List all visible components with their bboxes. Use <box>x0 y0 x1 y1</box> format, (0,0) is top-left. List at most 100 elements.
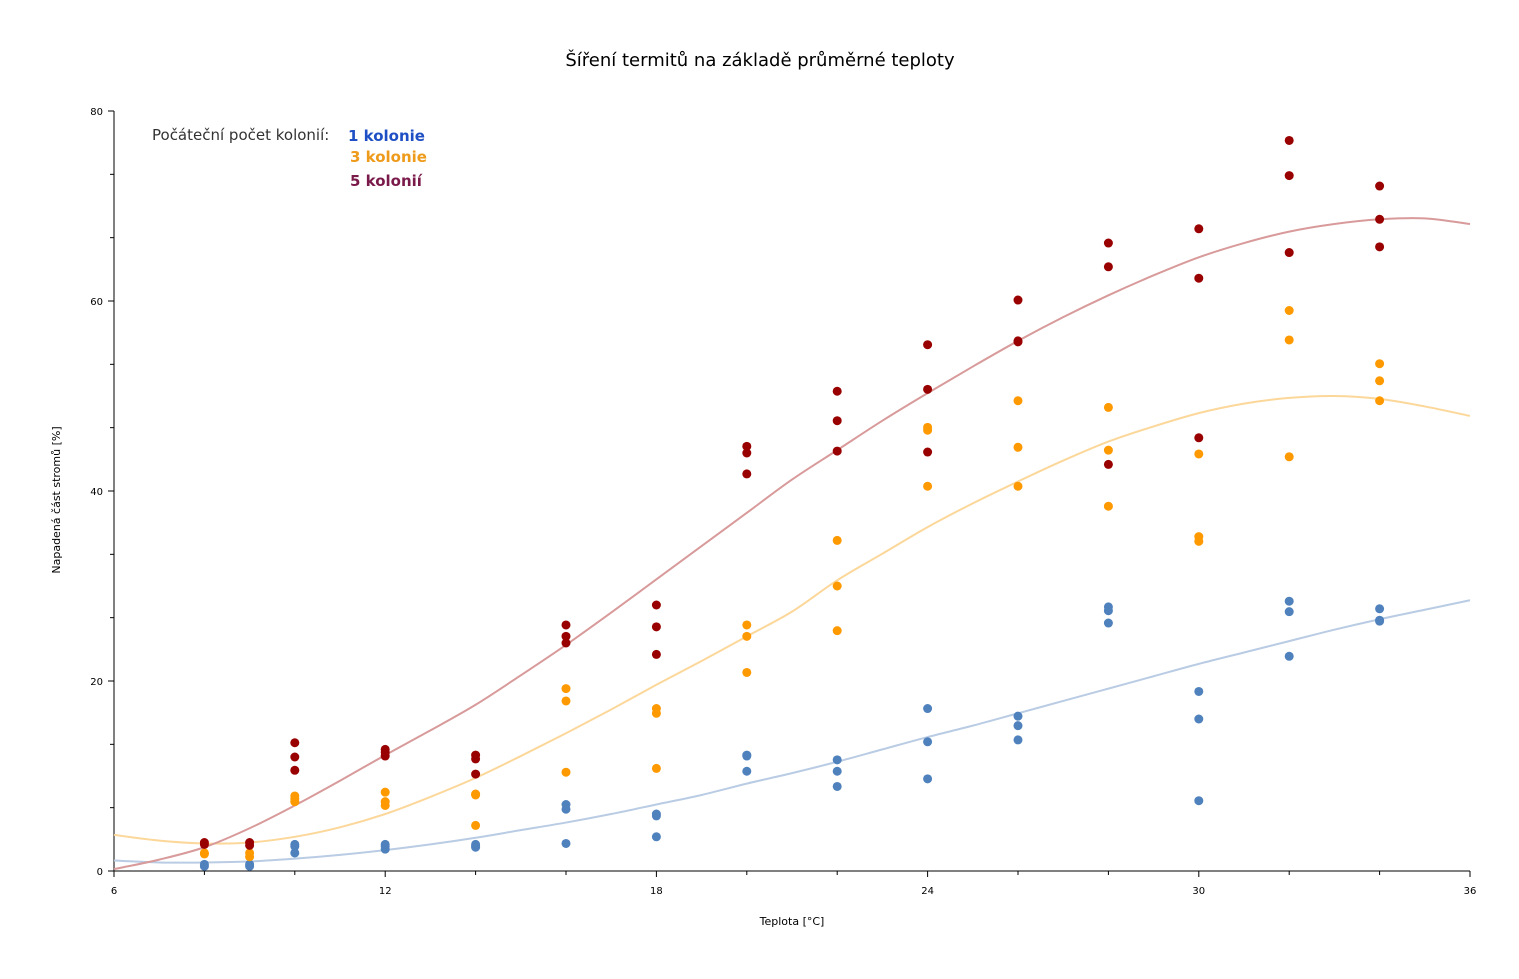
data-point-series-1 <box>1375 396 1385 406</box>
data-point-series-0 <box>1013 711 1023 721</box>
data-point-series-1 <box>1375 359 1385 369</box>
data-point-series-2 <box>1103 238 1113 248</box>
x-tick-label: 12 <box>379 886 392 897</box>
data-point-series-1 <box>742 620 752 630</box>
data-point-series-1 <box>651 704 661 714</box>
data-point-series-1 <box>1103 402 1113 412</box>
trend-line-series-0 <box>113 599 1471 864</box>
data-point-series-2 <box>1194 433 1204 443</box>
legend-entry-3-kolonie: 3 kolonie <box>350 148 427 166</box>
data-point-series-1 <box>290 791 300 801</box>
x-tick-label: 36 <box>1464 886 1477 897</box>
data-points <box>199 135 1385 871</box>
data-point-series-1 <box>245 848 255 858</box>
data-point-series-0 <box>290 848 300 858</box>
data-point-series-2 <box>832 386 842 396</box>
data-point-series-2 <box>380 744 390 754</box>
data-point-series-2 <box>471 769 481 779</box>
data-point-series-0 <box>1375 615 1385 625</box>
data-point-series-0 <box>199 859 209 869</box>
data-point-series-1 <box>1284 335 1294 345</box>
data-point-series-2 <box>923 384 933 394</box>
x-tick-label: 24 <box>921 886 934 897</box>
y-tick-label: 80 <box>90 107 103 118</box>
data-point-series-2 <box>651 622 661 632</box>
data-point-series-2 <box>1103 262 1113 272</box>
data-point-series-0 <box>561 838 571 848</box>
data-point-series-1 <box>561 767 571 777</box>
data-point-series-0 <box>1194 796 1204 806</box>
data-point-series-2 <box>1375 242 1385 252</box>
data-point-series-1 <box>561 696 571 706</box>
axes <box>113 111 1470 872</box>
data-point-series-0 <box>561 800 571 809</box>
data-point-series-1 <box>1013 396 1023 406</box>
data-point-series-1 <box>651 763 661 773</box>
data-point-series-2 <box>1194 224 1204 234</box>
data-point-series-0 <box>1194 686 1204 696</box>
y-tick-label: 20 <box>90 677 103 688</box>
y-tick-label: 0 <box>97 867 103 878</box>
data-point-series-2 <box>561 638 571 648</box>
data-point-series-0 <box>1103 602 1113 612</box>
data-point-series-2 <box>561 620 571 630</box>
data-point-series-2 <box>651 600 661 610</box>
data-point-series-1 <box>1194 449 1204 459</box>
data-point-series-0 <box>1284 651 1294 661</box>
data-point-series-2 <box>561 631 571 641</box>
data-point-series-2 <box>1013 336 1023 346</box>
data-point-series-0 <box>1375 604 1385 614</box>
chart-title: Šíření termitů na základě průměrné teplo… <box>565 49 955 71</box>
data-point-series-0 <box>245 859 255 869</box>
data-point-series-2 <box>1284 135 1294 145</box>
y-tick-label: 40 <box>90 487 103 498</box>
data-point-series-1 <box>923 481 933 491</box>
data-point-series-2 <box>923 340 933 350</box>
data-point-series-1 <box>471 820 481 830</box>
data-point-series-2 <box>471 750 481 760</box>
data-point-series-2 <box>832 416 842 426</box>
data-point-series-0 <box>471 839 481 849</box>
data-point-series-1 <box>1194 532 1204 542</box>
data-point-series-1 <box>1013 481 1023 491</box>
data-point-series-0 <box>1013 721 1023 731</box>
trend-line-series-2 <box>113 217 1471 871</box>
data-point-series-0 <box>1194 714 1204 724</box>
data-point-series-2 <box>742 469 752 479</box>
data-point-series-2 <box>1013 295 1023 305</box>
data-point-series-1 <box>1103 445 1113 455</box>
x-tick-label: 18 <box>650 886 663 897</box>
data-point-series-2 <box>742 441 752 451</box>
data-point-series-2 <box>290 752 300 762</box>
legend-entry-5-kolonii: 5 kolonií <box>350 172 423 190</box>
data-point-series-0 <box>923 774 933 784</box>
x-tick-label: 30 <box>1192 886 1205 897</box>
data-point-series-2 <box>290 738 300 748</box>
y-tick-label: 60 <box>90 297 103 308</box>
data-point-series-0 <box>742 766 752 776</box>
data-point-series-1 <box>380 797 390 807</box>
data-point-series-0 <box>1013 735 1023 745</box>
data-point-series-2 <box>742 448 752 458</box>
data-point-series-1 <box>923 422 933 432</box>
data-point-series-0 <box>651 809 661 819</box>
data-point-series-1 <box>199 848 209 858</box>
data-point-series-1 <box>832 626 842 636</box>
legend: Počáteční počet kolonií: 1 kolonie 3 kol… <box>152 126 427 190</box>
x-axis-label: Teplota [°C] <box>759 915 825 928</box>
data-point-series-1 <box>471 789 481 799</box>
x-ticks: 6 12 18 24 30 36 <box>111 871 1477 897</box>
data-point-series-0 <box>923 737 933 747</box>
data-point-series-2 <box>651 649 661 659</box>
data-point-series-2 <box>1375 214 1385 224</box>
data-point-series-0 <box>380 839 390 849</box>
data-point-series-1 <box>742 667 752 677</box>
x-tick-label: 6 <box>111 886 117 897</box>
data-point-series-1 <box>1284 452 1294 462</box>
y-ticks: 0 20 40 60 80 <box>90 107 114 878</box>
data-point-series-2 <box>1103 459 1113 469</box>
data-point-series-0 <box>923 704 933 714</box>
data-point-series-2 <box>1375 181 1385 191</box>
data-point-series-2 <box>1284 248 1294 258</box>
